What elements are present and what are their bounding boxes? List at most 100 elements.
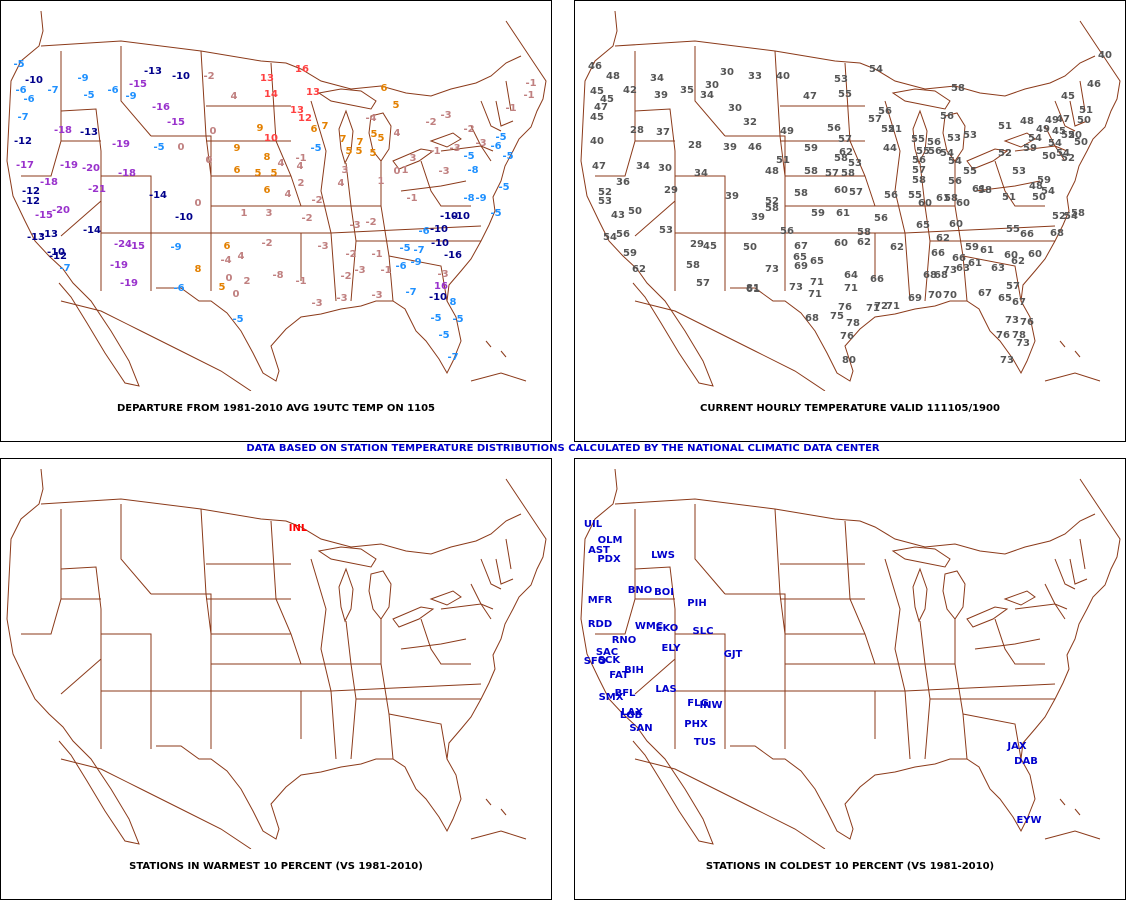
- departure-label-139: 16: [434, 281, 448, 292]
- current-temp-label-126: 60: [949, 219, 963, 230]
- current-temp-label-39: 45: [703, 241, 717, 252]
- current-temp-label-4: 34: [650, 73, 664, 84]
- current-temp-label-164: 50: [1074, 137, 1088, 148]
- current-temp-label-121: 61: [936, 193, 950, 204]
- departure-label-54: 6: [311, 124, 318, 135]
- current-temp-label-134: 61: [968, 258, 982, 269]
- departure-label-122: -10: [431, 238, 449, 249]
- departure-label-97: 4: [394, 128, 401, 139]
- departure-label-88: 5: [393, 100, 400, 111]
- current-temp-label-167: 54: [1028, 133, 1042, 144]
- departure-label-21: -19: [60, 160, 78, 171]
- departure-label-125: -5: [399, 243, 410, 254]
- current-temp-label-21: 39: [723, 142, 737, 153]
- current-temp-label-65: 58: [841, 168, 855, 179]
- departure-label-43: -6: [173, 283, 184, 294]
- current-temp-label-92: 75: [830, 311, 844, 322]
- departure-label-144: -7: [447, 352, 458, 363]
- departure-label-130: -2: [345, 249, 356, 260]
- cold-station-label-24: FLG: [687, 698, 708, 709]
- current-temp-label-141: 67: [1012, 297, 1026, 308]
- current-temp-label-73: 61: [836, 208, 850, 219]
- current-temp-label-147: 73: [1005, 315, 1019, 326]
- panel-warmest: INL STATIONS IN WARMEST 10 PERCENT (VS 1…: [0, 458, 552, 900]
- current-temp-label-157: 49: [1045, 115, 1059, 126]
- current-temp-label-175: 59: [1037, 175, 1051, 186]
- departure-label-42: -19: [120, 278, 138, 289]
- departure-label-51: 12: [298, 113, 312, 124]
- current-temp-label-127: 66: [952, 253, 966, 264]
- current-temp-label-20: 28: [688, 140, 702, 151]
- current-temp-label-137: 70: [928, 290, 942, 301]
- current-temp-label-9: 40: [776, 71, 790, 82]
- current-temp-label-11: 39: [654, 90, 668, 101]
- departure-label-37: -9: [170, 242, 181, 253]
- departure-label-141: -10: [429, 292, 447, 303]
- departure-label-102: 4: [338, 178, 345, 189]
- current-temp-label-156: 47: [1056, 114, 1070, 125]
- departure-label-91: 5: [378, 133, 385, 144]
- current-temp-label-83: 69: [794, 261, 808, 272]
- current-temp-label-59: 62: [839, 147, 853, 158]
- departure-label-5: -5: [83, 90, 94, 101]
- current-temp-label-12: 45: [600, 94, 614, 105]
- departure-label-44: -2: [203, 71, 214, 82]
- departure-label-18: -19: [112, 139, 130, 150]
- departure-label-96: 5: [370, 148, 377, 159]
- departure-label-35: -24: [114, 239, 132, 250]
- cold-station-label-31: JAX: [1006, 741, 1026, 752]
- cold-station-label-17: ELY: [662, 643, 682, 654]
- current-temp-label-144: 60: [1004, 250, 1018, 261]
- cold-station-label-21: LAS: [655, 684, 676, 695]
- current-temp-label-57: 44: [883, 143, 897, 154]
- current-temp-label-109: 53: [963, 130, 977, 141]
- current-temp-label-22: 46: [748, 142, 762, 153]
- current-temp-label-115: 55: [963, 166, 977, 177]
- current-temp-label-112: 58: [912, 175, 926, 186]
- map-warmest: INL: [6, 468, 547, 849]
- departure-label-1: -10: [25, 75, 43, 86]
- departure-label-29: -20: [52, 205, 70, 216]
- departure-label-20: -17: [16, 160, 34, 171]
- departure-label-28: -14: [149, 190, 167, 201]
- departure-label-90: 5: [371, 129, 378, 140]
- current-temp-label-8: 33: [748, 71, 762, 82]
- current-temp-label-122: 58: [944, 193, 958, 204]
- current-temp-label-142: 57: [1006, 281, 1020, 292]
- current-temp-label-13: 47: [594, 102, 608, 113]
- current-temp-label-55: 51: [888, 124, 902, 135]
- current-temp-label-125: 62: [936, 233, 950, 244]
- current-temp-label-94: 78: [846, 318, 860, 329]
- current-temp-label-51: 57: [868, 114, 882, 125]
- departure-labels: -5-10-6 -7-9-5 -6-9-15-13 -10-16-15-6-7-18-…: [13, 59, 536, 363]
- departure-label-152: -5: [502, 151, 513, 162]
- departure-label-75: -4: [220, 255, 231, 266]
- current-temp-label-117: 58: [978, 185, 992, 196]
- departure-label-14: -7: [17, 112, 28, 123]
- departure-label-129: -16: [444, 250, 462, 261]
- current-temp-label-152: 73: [1000, 355, 1014, 366]
- caption-departure: DEPARTURE FROM 1981-2010 AVG 19UTC TEMP …: [116, 403, 435, 414]
- current-temp-label-151: 73: [1016, 338, 1030, 349]
- current-temp-label-106: 56: [928, 146, 942, 157]
- cold-station-label-19: BIH: [624, 665, 644, 676]
- current-temp-label-26: 34: [694, 168, 708, 179]
- departure-label-2: -6: [15, 85, 26, 96]
- departure-label-81: 2: [244, 276, 251, 287]
- departure-label-16: -13: [80, 127, 98, 138]
- cold-station-label-20: FAT: [609, 670, 629, 681]
- departure-label-138: -3: [437, 269, 448, 280]
- cold-station-label-1: OLM: [598, 535, 623, 546]
- current-temp-label-68: 57: [849, 187, 863, 198]
- panel-departure: -5 -10 -6 -7 -9 -5 -6 -9 -15 -13 -10 -16 -15 -6 -7 -18-…: [0, 0, 552, 442]
- current-temp-label-95: 76: [838, 302, 852, 313]
- departure-label-34: -13: [40, 229, 58, 240]
- current-temp-label-100: 80: [842, 355, 856, 366]
- current-temp-label-38: 29: [690, 239, 704, 250]
- departure-label-15: -18: [54, 125, 72, 136]
- departure-label-112: -8: [467, 165, 478, 176]
- current-temp-label-105: 55: [916, 146, 930, 157]
- current-temp-label-88: 71: [844, 283, 858, 294]
- current-temp-label-179: 55: [1006, 224, 1020, 235]
